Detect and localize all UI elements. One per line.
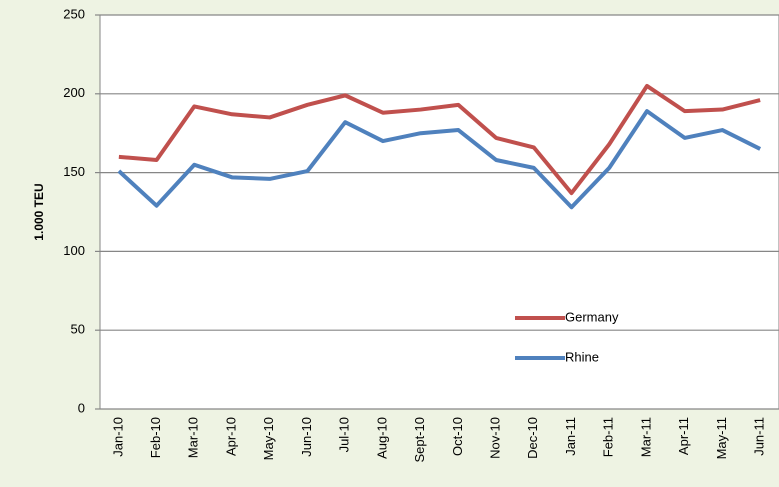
x-tick-label: Jun-11: [752, 417, 767, 456]
x-tick-label: Jun-10: [299, 417, 314, 457]
y-tick-label: 150: [63, 164, 85, 179]
x-tick-label: Mar-11: [638, 417, 653, 457]
legend-label: Rhine: [565, 349, 599, 364]
y-axis-label: 1.000 TEU: [32, 183, 46, 240]
x-tick-label: Dec-10: [525, 417, 540, 459]
x-tick-label: May-10: [261, 417, 276, 460]
y-tick-label: 0: [78, 400, 85, 415]
series-line: [118, 83, 761, 196]
y-tick-label: 50: [71, 322, 85, 337]
x-tick-label: Apr-10: [223, 417, 238, 456]
x-tick-label: Jan-10: [110, 417, 125, 457]
x-tick-label: Jul-10: [337, 417, 352, 452]
y-tick-label: 200: [63, 85, 85, 100]
plot-area: [99, 14, 779, 410]
y-tick-label: 100: [63, 243, 85, 258]
x-tick-label: Sept-10: [412, 417, 427, 463]
legend-label: Germany: [565, 309, 619, 324]
x-tick-label: May-11: [714, 417, 729, 459]
x-tick-label: Apr-11: [676, 417, 691, 455]
x-tick-label: Oct-10: [450, 417, 465, 456]
x-tick-label: Jan-11: [563, 417, 578, 456]
x-tick-label: Mar-10: [186, 417, 201, 458]
x-tick-label: Feb-11: [601, 417, 616, 457]
x-tick-label: Nov-10: [488, 417, 503, 459]
x-tick-label: Aug-10: [374, 417, 389, 459]
x-tick-label: Feb-10: [148, 417, 163, 458]
series-line: [117, 109, 762, 210]
y-tick-label: 250: [63, 6, 85, 21]
